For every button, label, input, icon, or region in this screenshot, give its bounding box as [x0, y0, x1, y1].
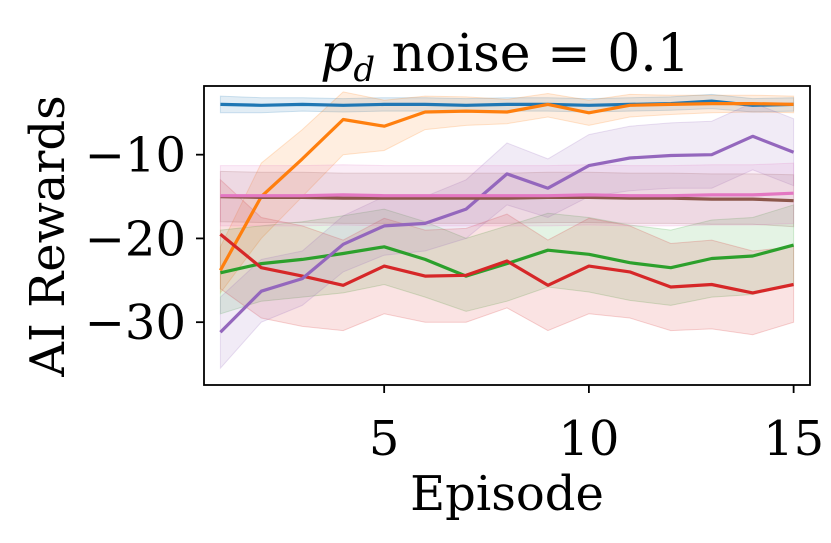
- y-axis-ticks: −10 −20 −30: [85, 128, 204, 351]
- series-line-purple: [219, 134, 795, 334]
- series-line-pink: [220, 191, 794, 198]
- y-tick-label: −20: [85, 211, 186, 267]
- y-tick-label: −30: [85, 295, 186, 351]
- x-tick-label: 10: [558, 411, 619, 467]
- title-rest: noise = 0.1: [375, 24, 690, 84]
- series-line-blue: [220, 99, 794, 107]
- band-orange: [219, 91, 795, 295]
- series-line-red: [219, 232, 794, 295]
- plot-frame: [203, 85, 811, 386]
- y-tick-label: −10: [85, 128, 186, 184]
- x-tick-label: 5: [369, 411, 400, 467]
- series-line-green: [220, 243, 795, 278]
- confidence-bands: [219, 91, 795, 370]
- band-red: [219, 178, 795, 336]
- title-subscript: d: [353, 50, 375, 90]
- x-axis-ticks: 5 10 15: [369, 385, 824, 467]
- y-axis-label: AI Rewards: [20, 95, 76, 377]
- title-symbol: p: [320, 24, 353, 84]
- series-line-orange: [219, 101, 794, 272]
- series-lines: [219, 99, 795, 334]
- x-axis-label: Episode: [410, 466, 604, 522]
- series-line-brown: [220, 195, 794, 203]
- x-tick-label: 15: [763, 411, 824, 467]
- chart-title: pd noise = 0.1: [320, 24, 690, 90]
